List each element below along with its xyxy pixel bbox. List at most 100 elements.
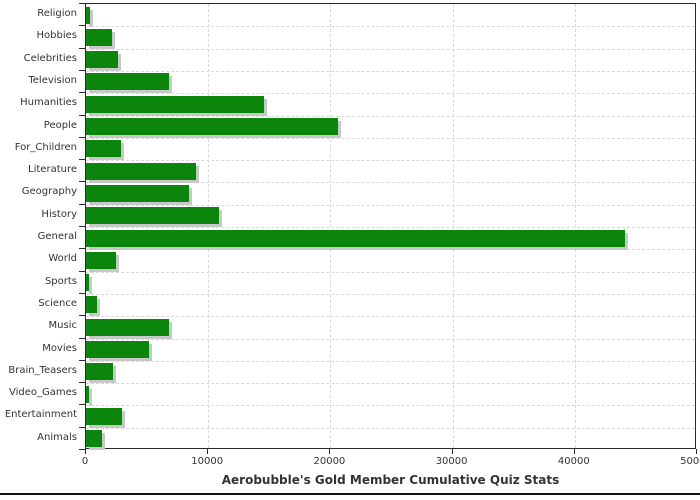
y-axis-tick: [79, 47, 85, 49]
bar-entertainment: [86, 407, 122, 425]
vertical-gridline: [452, 4, 454, 448]
x-axis-tick-label: 0: [81, 456, 89, 467]
y-axis-label: Television: [28, 74, 77, 86]
y-axis-label: Brain_Teasers: [8, 364, 77, 376]
bar-people: [86, 118, 338, 135]
y-axis-label: Animals: [37, 431, 77, 443]
y-axis-label: Sports: [44, 275, 77, 287]
bar-video_games: [86, 385, 90, 403]
bar-television: [86, 73, 170, 91]
horizontal-gridline: [86, 160, 695, 162]
x-axis-tick: [451, 449, 453, 454]
y-axis-label: General: [37, 231, 77, 242]
bar-literature: [86, 162, 196, 180]
y-axis-tick: [79, 25, 85, 27]
y-axis-tick: [79, 292, 85, 294]
y-axis-label: Humanities: [20, 97, 77, 109]
y-axis-label: Religion: [37, 8, 77, 19]
vertical-gridline: [208, 4, 210, 448]
horizontal-gridline: [86, 249, 695, 251]
horizontal-gridline: [86, 316, 695, 318]
y-axis-tick: [79, 203, 85, 205]
y-axis-tick: [79, 159, 85, 161]
bar-movies: [86, 341, 150, 358]
y-axis-tick: [79, 359, 85, 361]
chart-title: Aerobubble's Gold Member Cumulative Quiz…: [221, 473, 560, 487]
y-axis-label: Literature: [28, 164, 77, 176]
y-axis-label: History: [41, 208, 77, 220]
bar-for_children: [86, 140, 122, 158]
y-axis-tick: [79, 270, 85, 272]
horizontal-gridline: [86, 48, 695, 50]
bar-history: [86, 207, 220, 225]
bar-humanities: [86, 95, 265, 113]
y-axis-tick: [79, 69, 85, 71]
bar-geography: [86, 184, 189, 202]
bar-religion: [86, 6, 91, 24]
y-axis-label: Celebrities: [23, 52, 77, 64]
horizontal-gridline: [86, 360, 695, 362]
horizontal-gridline: [86, 137, 695, 139]
bar-celebrities: [86, 51, 119, 69]
y-axis-label: Movies: [42, 342, 77, 354]
y-axis-label: Entertainment: [4, 409, 77, 421]
bar-animals: [86, 430, 102, 448]
horizontal-gridline: [86, 383, 695, 385]
y-axis-tick: [79, 337, 85, 339]
horizontal-gridline: [86, 93, 695, 95]
x-axis-tick-label: 50000: [680, 456, 700, 467]
y-axis-tick: [79, 92, 85, 94]
vertical-gridline: [574, 4, 576, 448]
horizontal-gridline: [86, 115, 695, 117]
y-axis-label: Video_Games: [9, 387, 77, 399]
horizontal-gridline: [86, 271, 695, 273]
y-axis-label: For_Children: [14, 141, 77, 153]
y-axis-tick: [79, 181, 85, 183]
y-axis-tick: [79, 248, 85, 250]
y-axis-tick: [79, 136, 85, 138]
y-axis-tick: [79, 382, 85, 384]
y-axis-label: Geography: [21, 186, 77, 198]
x-axis-tick: [573, 449, 575, 454]
y-axis-label: World: [48, 253, 77, 265]
y-axis-label: Hobbies: [36, 30, 77, 42]
x-axis-tick-label: 10000: [191, 456, 224, 467]
y-axis-tick: [79, 226, 85, 227]
bar-science: [86, 296, 97, 314]
bar-general: [86, 229, 625, 247]
x-axis-tick: [329, 449, 331, 454]
horizontal-gridline: [86, 26, 695, 28]
x-axis-tick: [85, 449, 86, 454]
y-axis-tick: [79, 3, 85, 4]
x-axis-tick-label: 30000: [435, 456, 468, 467]
y-axis-label: Music: [48, 320, 77, 332]
vertical-gridline: [330, 4, 332, 448]
horizontal-gridline: [86, 70, 695, 72]
horizontal-gridline: [86, 293, 695, 295]
y-axis-tick: [79, 449, 85, 450]
x-axis-tick: [207, 449, 209, 454]
horizontal-gridline: [86, 427, 695, 429]
x-axis-tick-label: 20000: [313, 456, 346, 467]
y-axis-label: Science: [38, 297, 77, 309]
y-axis-tick: [79, 404, 85, 406]
horizontal-gridline: [86, 338, 695, 340]
plot-area: [85, 3, 696, 449]
bar-sports: [86, 274, 89, 292]
x-axis-tick-label: 40000: [557, 456, 590, 467]
y-axis-label: People: [43, 119, 77, 131]
y-axis-tick: [79, 315, 85, 317]
bar-music: [86, 318, 169, 336]
y-axis-tick: [79, 426, 85, 428]
bar-hobbies: [86, 28, 112, 46]
horizontal-gridline: [86, 405, 695, 407]
bar-world: [86, 251, 116, 269]
y-axis-tick: [79, 114, 85, 116]
horizontal-gridline: [86, 227, 695, 228]
horizontal-gridline: [86, 204, 695, 206]
bottom-rule: [0, 493, 700, 495]
horizontal-gridline: [86, 182, 695, 184]
x-axis-tick: [696, 449, 697, 454]
bar-brain_teasers: [86, 363, 114, 381]
